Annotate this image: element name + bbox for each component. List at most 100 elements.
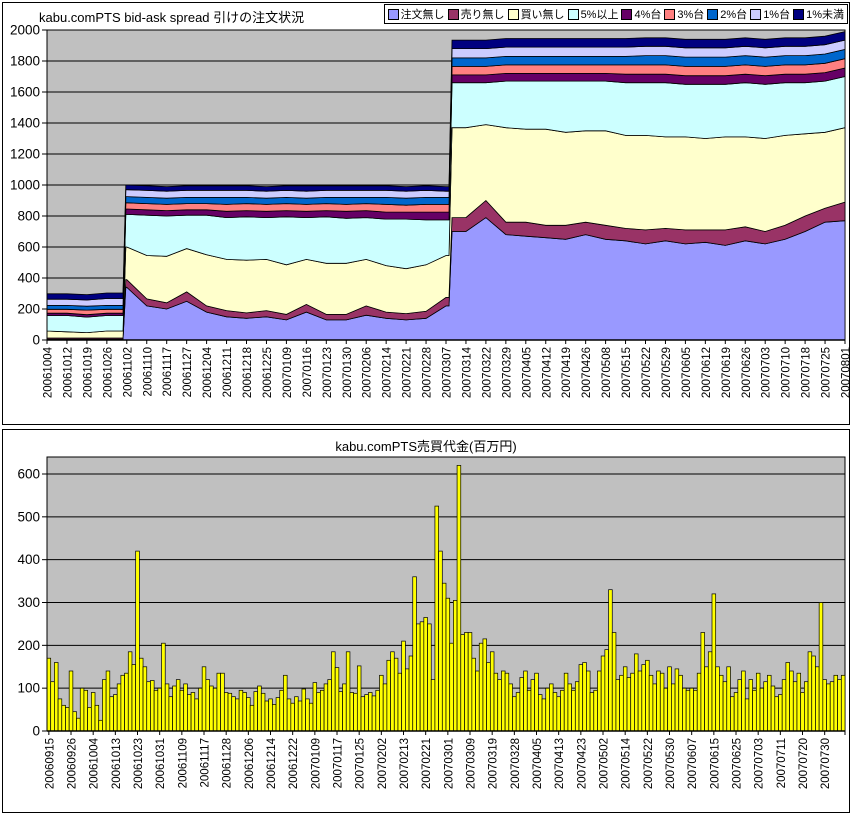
bar (586, 670, 591, 732)
x-axis-tick-label: 20061128 (222, 738, 234, 788)
bar (730, 696, 735, 732)
bar (733, 692, 739, 732)
legend-item: 注文無し (387, 6, 445, 22)
bar (323, 683, 329, 732)
x-axis-tick-label: 20061117 (200, 738, 212, 787)
legend-swatch (750, 8, 762, 20)
bar (726, 666, 731, 732)
bar (800, 692, 805, 732)
x-axis-tick-label: 20061004 (43, 346, 55, 398)
bar (659, 672, 665, 732)
bar (187, 694, 192, 732)
legend-label: 1%台 (763, 9, 791, 21)
x-axis-tick-label: 20061222 (288, 738, 300, 789)
bar (515, 692, 521, 732)
bar (645, 659, 650, 732)
x-axis-tick-label: 20061023 (133, 738, 145, 789)
bar (785, 662, 790, 732)
y-axis-tick-label: 600 (17, 467, 40, 482)
bar (283, 674, 288, 732)
bar (744, 698, 750, 732)
bar (552, 692, 558, 732)
x-axis-tick-label: 20070612 (701, 347, 713, 398)
bar (253, 691, 258, 732)
turnover-chart-title: kabu.comPTS売買代金(百万円) (335, 439, 517, 454)
x-axis-tick-label: 20070703 (754, 738, 766, 789)
bar (748, 679, 753, 732)
legend-item: 1%未満 (793, 6, 844, 22)
y-axis-tick-label: 400 (17, 271, 40, 286)
bar (556, 696, 561, 732)
x-axis-tick-label: 20070419 (561, 347, 573, 398)
x-axis-tick-label: 20061102 (122, 347, 134, 397)
bar (79, 687, 85, 732)
bar (445, 597, 451, 732)
bar (656, 670, 661, 732)
bar (416, 623, 421, 732)
bar (789, 670, 794, 732)
x-axis-tick-label: 20070202 (377, 738, 389, 789)
bar (397, 672, 403, 732)
legend-label: 5%以上 (580, 9, 619, 21)
bar (150, 680, 155, 732)
y-axis-tick-label: 0 (32, 333, 40, 348)
bar (763, 681, 768, 732)
legend-item: 5%以上 (567, 6, 619, 22)
x-axis-tick-label: 20070605 (681, 347, 693, 398)
bar (486, 662, 491, 732)
bar (534, 672, 539, 732)
bar (264, 700, 270, 732)
x-axis-tick-label: 20070228 (422, 347, 434, 398)
x-axis-tick-label: 20070703 (761, 347, 773, 398)
bar (593, 689, 598, 732)
bar (489, 651, 495, 732)
x-axis-tick-label: 20070123 (322, 347, 334, 398)
bar (223, 692, 229, 732)
bar (172, 685, 177, 732)
legend-swatch (507, 8, 519, 20)
bar (693, 689, 698, 732)
bar (526, 689, 532, 732)
x-axis-tick-label: 20070221 (421, 738, 433, 789)
bar (549, 683, 554, 732)
x-axis-tick-label: 20070423 (576, 738, 588, 789)
bar (840, 674, 846, 732)
bar (235, 698, 240, 732)
bar (804, 681, 809, 732)
bar (456, 465, 462, 732)
x-axis-tick-label: 20061013 (111, 738, 123, 789)
bar (674, 668, 680, 732)
bar (519, 677, 524, 732)
bar (157, 687, 162, 732)
x-axis-tick-label: 20061004 (89, 737, 101, 789)
bar (696, 672, 702, 732)
bar (161, 642, 166, 732)
legend-label: 注文無し (400, 9, 445, 21)
legend-item: 4%台 (621, 6, 661, 22)
bar (102, 679, 107, 732)
bar (320, 689, 325, 732)
bar (671, 683, 676, 732)
bar (312, 682, 318, 732)
x-axis-tick-label: 20070725 (821, 347, 833, 398)
bar (401, 640, 406, 732)
bar (308, 702, 314, 732)
y-axis-tick-label: 800 (17, 209, 40, 224)
bar (290, 702, 295, 732)
bar (345, 651, 351, 732)
bar (135, 550, 140, 732)
bar (364, 694, 369, 732)
bar (582, 662, 587, 732)
legend-swatch (387, 8, 399, 20)
bar (560, 689, 565, 732)
bar (622, 666, 628, 732)
x-axis-tick-label: 20070522 (641, 347, 653, 398)
bar (124, 672, 129, 732)
bar (741, 670, 746, 732)
bar (630, 672, 635, 732)
bar (774, 696, 779, 732)
legend-swatch (447, 8, 459, 20)
bar (597, 670, 602, 732)
bar (305, 698, 310, 732)
bar (438, 550, 443, 732)
